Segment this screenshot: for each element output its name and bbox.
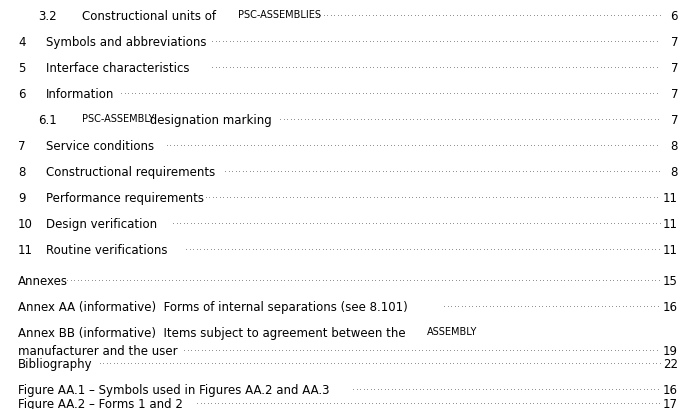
- Text: Design verification: Design verification: [46, 218, 157, 230]
- Text: 16: 16: [663, 383, 678, 396]
- Text: 11: 11: [18, 243, 33, 256]
- Text: Annexes: Annexes: [18, 274, 68, 287]
- Text: Interface characteristics: Interface characteristics: [46, 62, 189, 75]
- Text: 16: 16: [663, 300, 678, 313]
- Text: 19: 19: [663, 344, 678, 357]
- Text: Service conditions: Service conditions: [46, 139, 154, 153]
- Text: 7: 7: [671, 88, 678, 101]
- Text: 7: 7: [18, 139, 26, 153]
- Text: 4: 4: [18, 36, 26, 49]
- Text: designation marking: designation marking: [146, 114, 272, 127]
- Text: 3.2: 3.2: [38, 10, 57, 23]
- Text: 17: 17: [663, 397, 678, 409]
- Text: Annex AA (informative)  Forms of internal separations (see 8.101): Annex AA (informative) Forms of internal…: [18, 300, 408, 313]
- Text: 6.1: 6.1: [38, 114, 57, 127]
- Text: Symbols and abbreviations: Symbols and abbreviations: [46, 36, 207, 49]
- Text: 7: 7: [671, 36, 678, 49]
- Text: Bibliography: Bibliography: [18, 357, 93, 370]
- Text: 7: 7: [671, 114, 678, 127]
- Text: 6: 6: [671, 10, 678, 23]
- Text: 8: 8: [18, 166, 25, 179]
- Text: Constructional units of: Constructional units of: [82, 10, 220, 23]
- Text: manufacturer and the user: manufacturer and the user: [18, 344, 177, 357]
- Text: 9: 9: [18, 191, 26, 204]
- Text: 6: 6: [18, 88, 26, 101]
- Text: Annex BB (informative)  Items subject to agreement between the: Annex BB (informative) Items subject to …: [18, 326, 409, 339]
- Text: PSC-ASSEMBLY: PSC-ASSEMBLY: [82, 114, 154, 124]
- Text: Figure AA.2 – Forms 1 and 2: Figure AA.2 – Forms 1 and 2: [18, 397, 183, 409]
- Text: Performance requirements: Performance requirements: [46, 191, 204, 204]
- Text: 15: 15: [663, 274, 678, 287]
- Text: 11: 11: [663, 191, 678, 204]
- Text: 10: 10: [18, 218, 33, 230]
- Text: Information: Information: [46, 88, 114, 101]
- Text: Figure AA.1 – Symbols used in Figures AA.2 and AA.3: Figure AA.1 – Symbols used in Figures AA…: [18, 383, 329, 396]
- Text: PSC-ASSEMBLIES: PSC-ASSEMBLIES: [238, 10, 321, 20]
- Text: 11: 11: [663, 243, 678, 256]
- Text: ASSEMBLY: ASSEMBLY: [427, 326, 477, 336]
- Text: 11: 11: [663, 218, 678, 230]
- Text: 8: 8: [671, 166, 678, 179]
- Text: 22: 22: [663, 357, 678, 370]
- Text: 5: 5: [18, 62, 25, 75]
- Text: 8: 8: [671, 139, 678, 153]
- Text: Routine verifications: Routine verifications: [46, 243, 168, 256]
- Text: Constructional requirements: Constructional requirements: [46, 166, 215, 179]
- Text: 7: 7: [671, 62, 678, 75]
